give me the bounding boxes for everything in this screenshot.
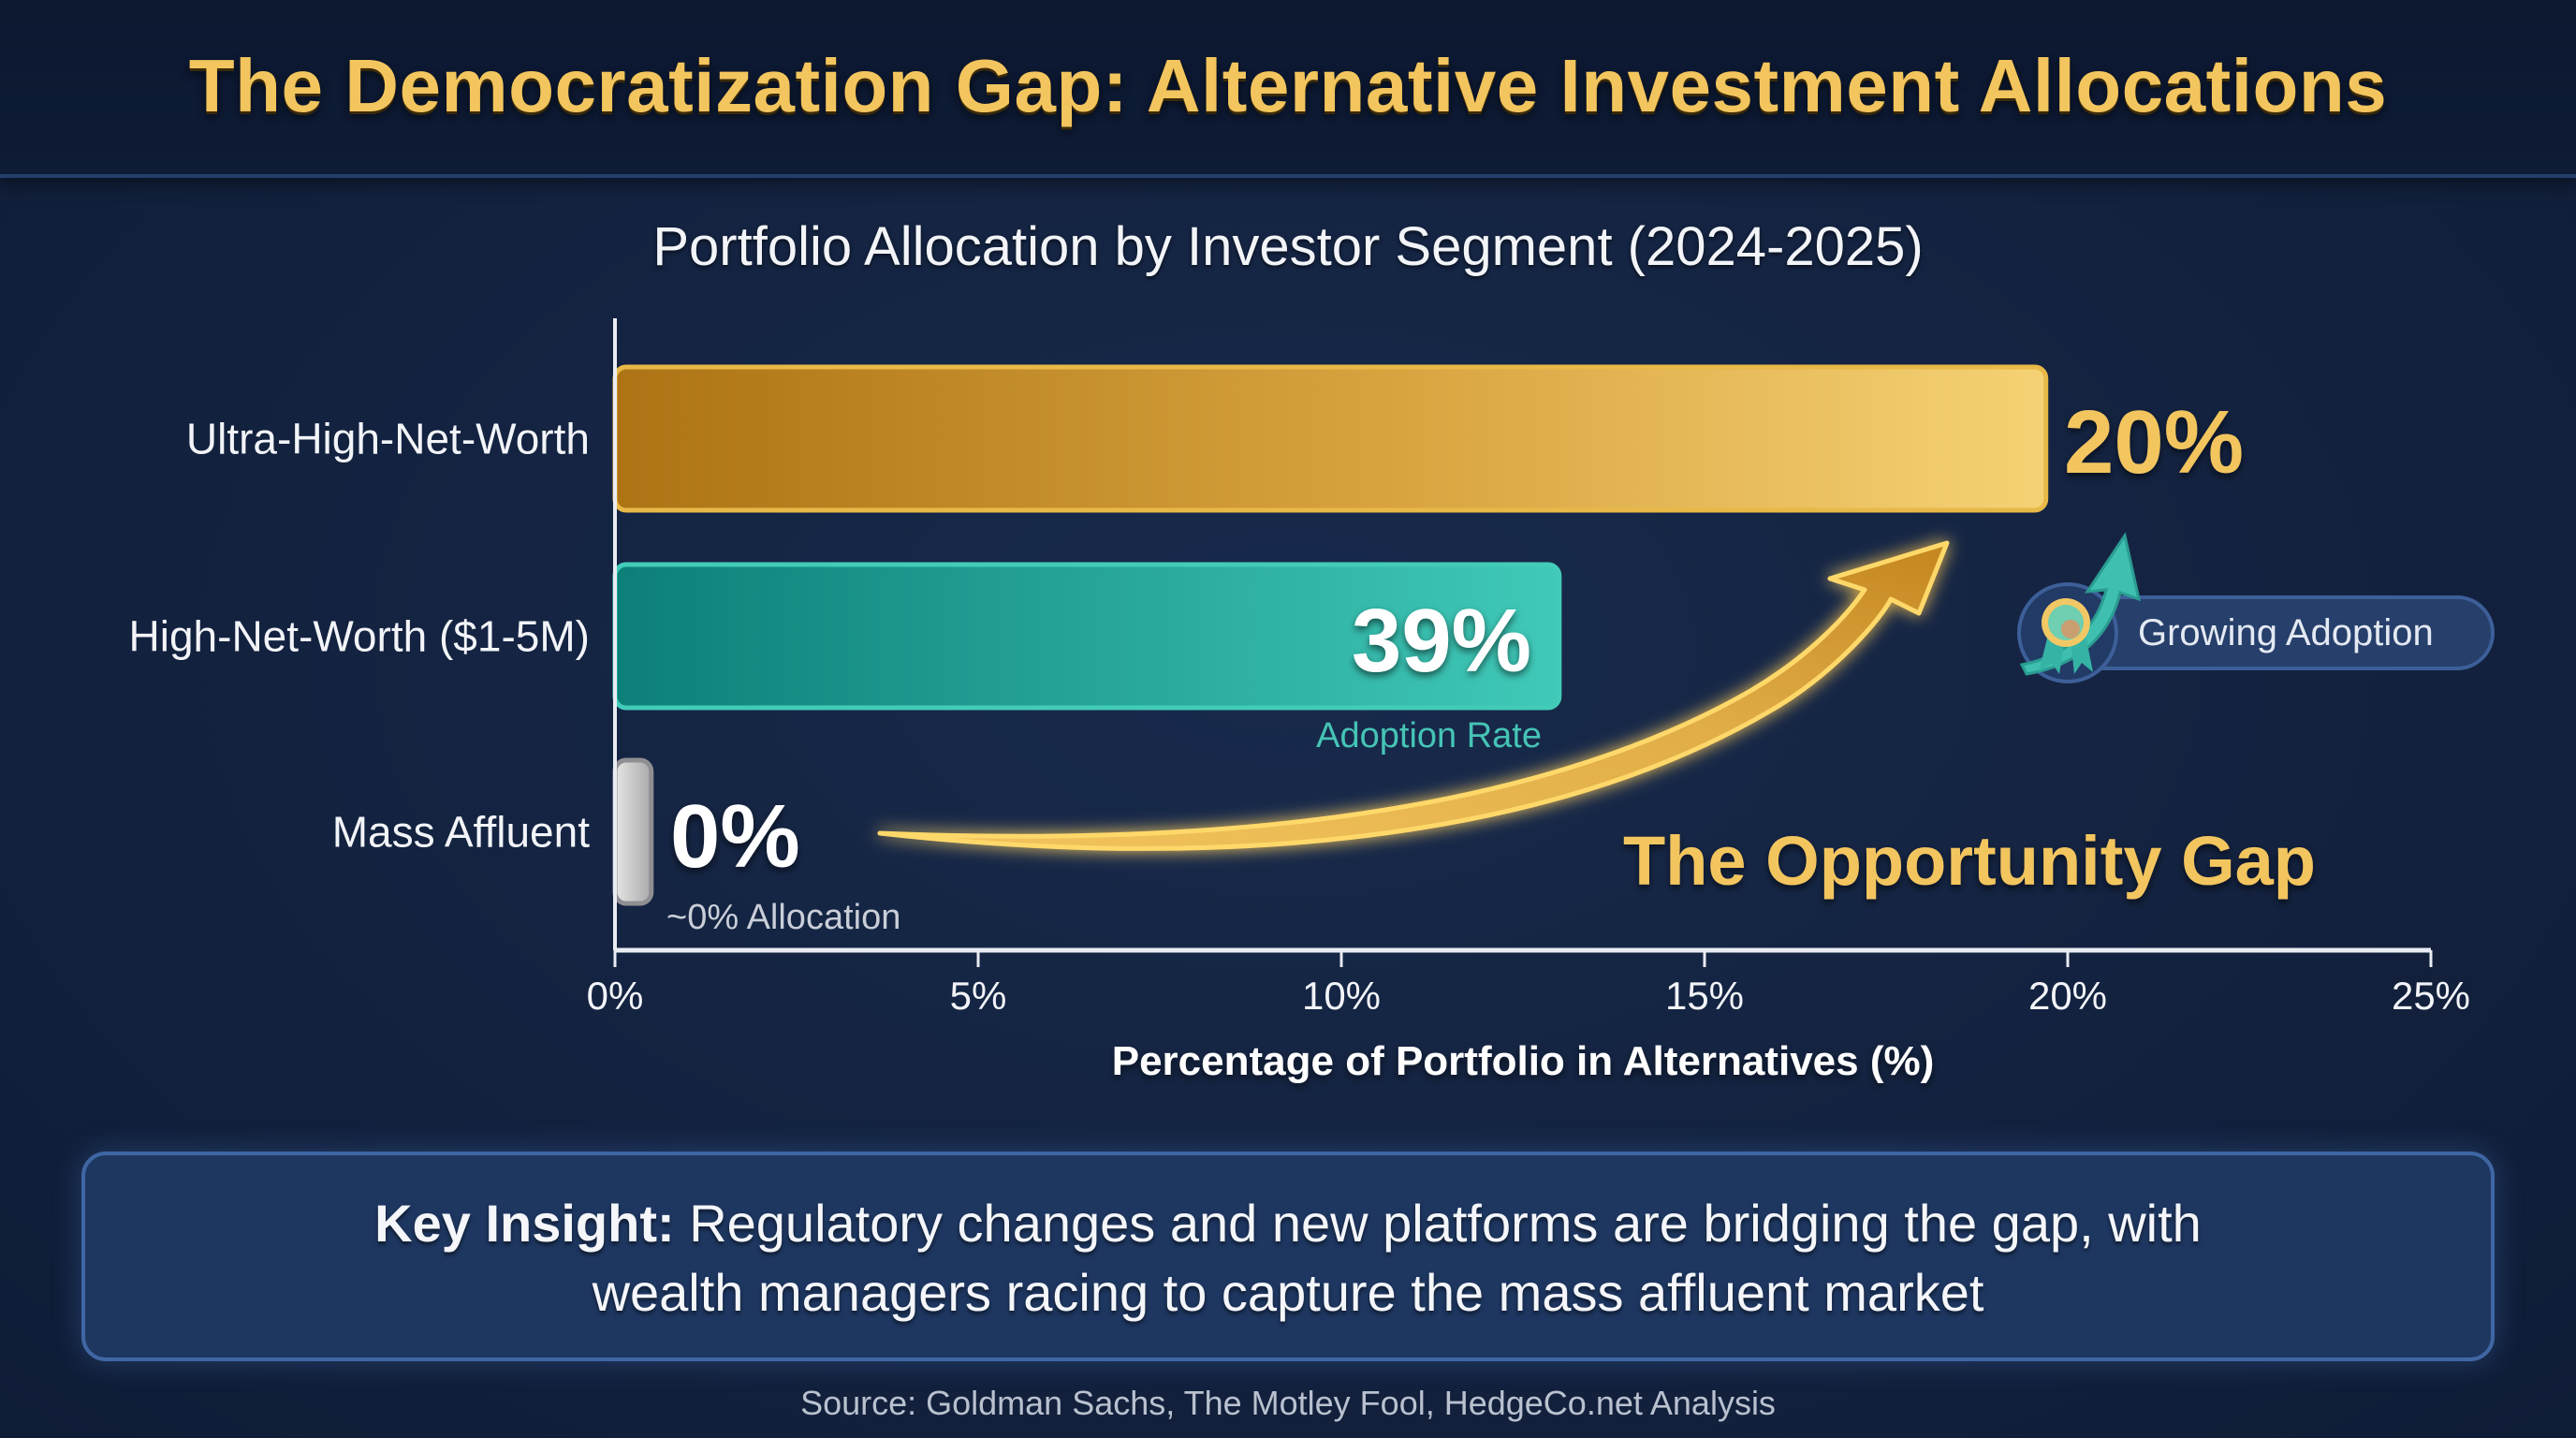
x-tick-label: 25%	[2392, 974, 2470, 1018]
x-tick-label: 0%	[587, 974, 644, 1018]
x-tick-label: 20%	[2028, 974, 2107, 1018]
key-insight-box: Key Insight: Regulatory changes and new …	[81, 1152, 2495, 1361]
bar-note: Adoption Rate	[1316, 716, 1542, 756]
chart-title: Portfolio Allocation by Investor Segment…	[652, 216, 1924, 277]
page-title: The Democratization Gap: Alternative Inv…	[188, 44, 2388, 127]
key-insight-label: Key Insight:	[374, 1194, 675, 1253]
header-bar: The Democratization Gap: Alternative Inv…	[0, 0, 2576, 178]
badge-label: Growing Adoption	[2138, 612, 2434, 653]
bar-note: ~0% Allocation	[666, 898, 900, 937]
category-label: Mass Affluent	[332, 808, 591, 857]
x-tick-label: 15%	[1665, 974, 1744, 1018]
data-label: 39%	[1352, 591, 1531, 691]
growing-adoption-badge: Growing Adoption	[2050, 595, 2495, 670]
key-insight-text: Key Insight: Regulatory changes and new …	[85, 1189, 2491, 1328]
x-tick-label: 5%	[950, 974, 1007, 1018]
bar-0	[612, 364, 2049, 513]
opportunity-gap-label: The Opportunity Gap	[1623, 822, 2316, 900]
opportunity-gap-arrow	[877, 540, 1950, 851]
data-label: 0%	[670, 786, 800, 887]
data-label: 20%	[2064, 392, 2244, 492]
x-tick-label: 10%	[1302, 974, 1381, 1018]
award-ribbon-arrow-icon	[2019, 532, 2142, 676]
bar-2	[612, 757, 654, 906]
category-label: Ultra-High-Net-Worth	[186, 415, 590, 463]
key-insight-line2: wealth managers racing to capture the ma…	[592, 1263, 1984, 1322]
x-axis-title: Percentage of Portfolio in Alternatives …	[1112, 1038, 1935, 1084]
category-label: High-Net-Worth ($1-5M)	[129, 612, 590, 661]
key-insight-line1: Regulatory changes and new platforms are…	[689, 1194, 2202, 1253]
source-citation: Source: Goldman Sachs, The Motley Fool, …	[800, 1384, 1776, 1422]
